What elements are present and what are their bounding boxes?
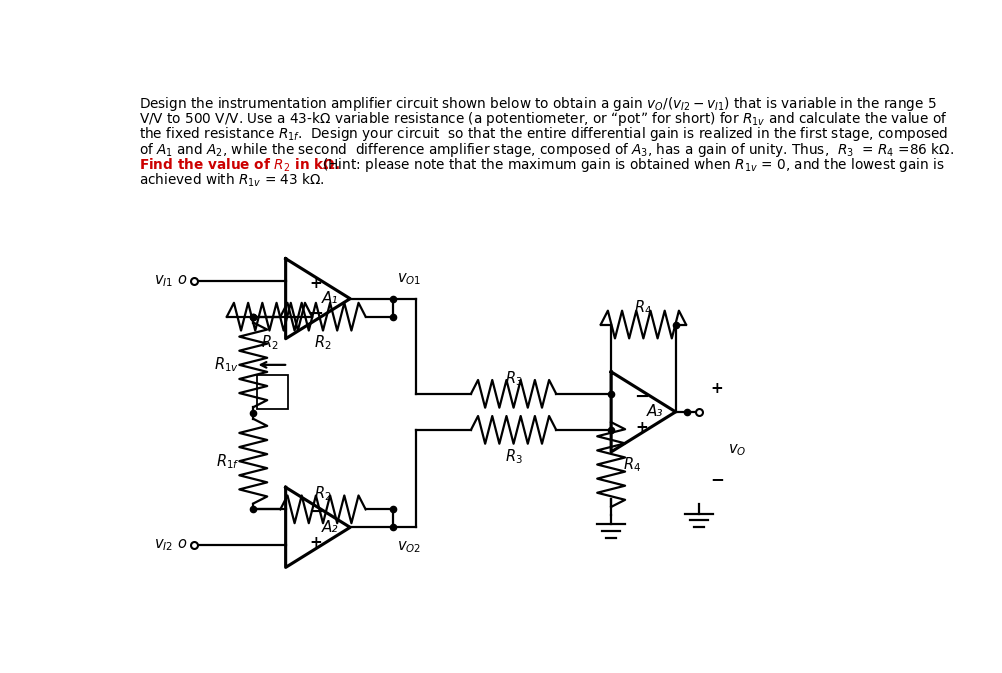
Text: $v_{O1}$: $v_{O1}$ bbox=[396, 271, 421, 287]
Text: −: − bbox=[709, 470, 723, 488]
Text: −: − bbox=[308, 503, 323, 521]
Text: of $A_1$ and $A_2$, while the second  difference amplifier stage, composed of $A: of $A_1$ and $A_2$, while the second dif… bbox=[139, 141, 953, 159]
Text: A₁: A₁ bbox=[322, 291, 338, 306]
Bar bbox=[257, 374, 288, 409]
Text: V/V to 500 V/V. Use a 43-kΩ variable resistance (a potentiometer, or “pot” for s: V/V to 500 V/V. Use a 43-kΩ variable res… bbox=[139, 110, 947, 128]
Text: $R_3$: $R_3$ bbox=[504, 369, 522, 388]
Text: $R_{1v}$: $R_{1v}$ bbox=[214, 355, 239, 374]
Text: $v_{O2}$: $v_{O2}$ bbox=[396, 539, 420, 555]
Text: $R_4$: $R_4$ bbox=[633, 298, 651, 317]
Text: $R_2$: $R_2$ bbox=[314, 485, 332, 503]
Text: Find the value of $R_2$ in kΩ.: Find the value of $R_2$ in kΩ. bbox=[139, 156, 342, 174]
Text: $R_3$: $R_3$ bbox=[504, 447, 522, 466]
Text: Design the instrumentation amplifier circuit shown below to obtain a gain $v_O$/: Design the instrumentation amplifier cir… bbox=[139, 95, 936, 112]
Text: −: − bbox=[633, 388, 648, 406]
Text: +: + bbox=[310, 535, 322, 550]
Text: $R_{1f}$: $R_{1f}$ bbox=[215, 452, 239, 470]
Text: A₂: A₂ bbox=[322, 520, 338, 535]
Text: $R_2$: $R_2$ bbox=[314, 334, 332, 353]
Text: +: + bbox=[634, 419, 647, 435]
Text: $R_2$: $R_2$ bbox=[261, 334, 278, 353]
Text: (Hint: please note that the maximum gain is obtained when $R_{1v}$ = 0, and the : (Hint: please note that the maximum gain… bbox=[318, 156, 944, 174]
Text: −: − bbox=[308, 305, 323, 323]
Text: +: + bbox=[310, 276, 322, 291]
Text: $v_{I2}$ o: $v_{I2}$ o bbox=[153, 538, 187, 553]
Text: achieved with $R_{1v}$ = 43 kΩ.: achieved with $R_{1v}$ = 43 kΩ. bbox=[139, 172, 325, 189]
Text: +: + bbox=[709, 382, 722, 396]
Text: the fixed resistance $R_{1f}$.  Design your circuit  so that the entire differen: the fixed resistance $R_{1f}$. Design yo… bbox=[139, 125, 948, 143]
Text: A₃: A₃ bbox=[646, 404, 663, 419]
Text: $v_{I1}$ o: $v_{I1}$ o bbox=[153, 273, 187, 289]
Text: $v_O$: $v_O$ bbox=[727, 443, 746, 458]
Text: $R_4$: $R_4$ bbox=[622, 455, 640, 474]
